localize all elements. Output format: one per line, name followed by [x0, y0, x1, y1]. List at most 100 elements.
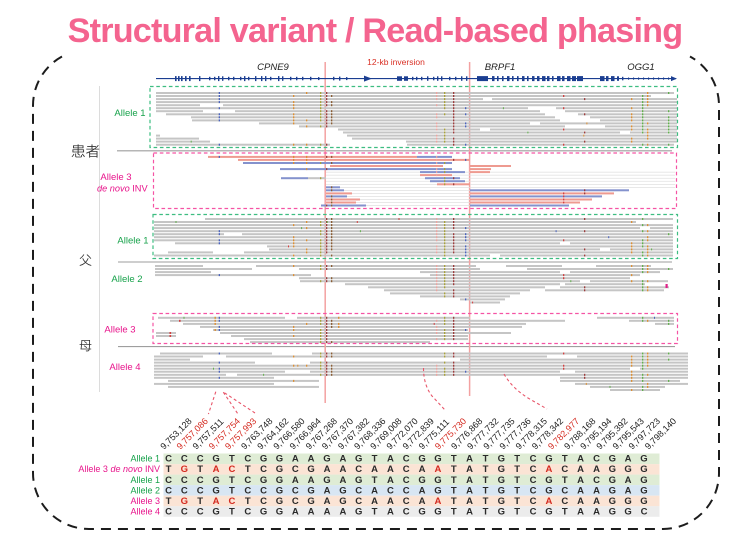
- svg-text:C: C: [197, 485, 204, 496]
- svg-text:Allele 2: Allele 2: [111, 274, 142, 285]
- svg-text:CPNE9: CPNE9: [257, 62, 289, 73]
- svg-text:G: G: [624, 507, 631, 518]
- svg-text:T: T: [166, 464, 172, 475]
- svg-text:G: G: [276, 464, 283, 475]
- svg-text:A: A: [213, 496, 220, 507]
- svg-text:A: A: [577, 475, 584, 486]
- svg-text:C: C: [561, 496, 568, 507]
- svg-text:G: G: [307, 464, 314, 475]
- svg-text:Allele 3: Allele 3: [100, 172, 131, 183]
- svg-text:Allele 4: Allele 4: [130, 507, 160, 517]
- svg-text:A: A: [324, 507, 331, 518]
- svg-text:T: T: [229, 485, 235, 496]
- svg-text:A: A: [371, 496, 378, 507]
- svg-text:A: A: [625, 485, 632, 496]
- svg-text:A: A: [466, 475, 473, 486]
- svg-text:C: C: [530, 475, 537, 486]
- svg-text:T: T: [514, 464, 520, 475]
- svg-text:C: C: [197, 475, 204, 486]
- svg-text:G: G: [545, 485, 552, 496]
- svg-text:C: C: [403, 475, 410, 486]
- svg-text:A: A: [308, 475, 315, 486]
- svg-text:A: A: [387, 454, 394, 465]
- svg-text:A: A: [324, 496, 331, 507]
- svg-text:G: G: [339, 496, 346, 507]
- svg-text:G: G: [640, 454, 647, 465]
- svg-text:A: A: [419, 496, 426, 507]
- svg-text:Allele 1: Allele 1: [130, 475, 160, 485]
- svg-text:Allele 2: Allele 2: [130, 485, 160, 495]
- svg-text:A: A: [371, 464, 378, 475]
- svg-text:G: G: [181, 464, 188, 475]
- svg-text:T: T: [514, 507, 520, 518]
- svg-text:T: T: [372, 475, 378, 486]
- svg-text:C: C: [181, 475, 188, 486]
- svg-text:T: T: [451, 464, 457, 475]
- svg-text:C: C: [292, 485, 299, 496]
- svg-text:C: C: [387, 485, 394, 496]
- svg-text:G: G: [307, 496, 314, 507]
- svg-text:A: A: [466, 507, 473, 518]
- svg-text:T: T: [229, 475, 235, 486]
- svg-text:A: A: [593, 496, 600, 507]
- svg-text:A: A: [625, 475, 632, 486]
- svg-text:A: A: [292, 475, 299, 486]
- svg-text:C: C: [244, 485, 251, 496]
- svg-text:A: A: [339, 464, 346, 475]
- svg-text:A: A: [577, 454, 584, 465]
- svg-text:A: A: [466, 485, 473, 496]
- svg-text:T: T: [229, 507, 235, 518]
- svg-text:G: G: [609, 507, 616, 518]
- svg-text:A: A: [419, 464, 426, 475]
- svg-text:C: C: [403, 507, 410, 518]
- svg-text:C: C: [165, 475, 172, 486]
- svg-text:G: G: [260, 454, 267, 465]
- svg-text:G: G: [640, 496, 647, 507]
- svg-text:T: T: [197, 464, 203, 475]
- svg-text:C: C: [197, 507, 204, 518]
- svg-text:G: G: [212, 475, 219, 486]
- svg-text:G: G: [355, 475, 362, 486]
- svg-text:A: A: [387, 496, 394, 507]
- svg-text:A: A: [339, 454, 346, 465]
- svg-text:G: G: [609, 485, 616, 496]
- svg-text:T: T: [562, 454, 568, 465]
- svg-text:C: C: [641, 507, 648, 518]
- svg-text:A: A: [545, 464, 552, 475]
- svg-text:T: T: [451, 507, 457, 518]
- svg-text:G: G: [260, 475, 267, 486]
- svg-text:Allele 3: Allele 3: [104, 325, 135, 336]
- svg-text:T: T: [166, 496, 172, 507]
- svg-text:T: T: [372, 454, 378, 465]
- svg-text:A: A: [339, 475, 346, 486]
- svg-text:A: A: [324, 485, 331, 496]
- svg-text:Allele 1: Allele 1: [117, 236, 148, 247]
- svg-text:T: T: [451, 454, 457, 465]
- svg-text:T: T: [483, 464, 489, 475]
- svg-text:A: A: [434, 464, 441, 475]
- svg-text:T: T: [229, 454, 235, 465]
- svg-text:C: C: [403, 496, 410, 507]
- svg-text:G: G: [498, 475, 505, 486]
- svg-text:A: A: [387, 464, 394, 475]
- svg-text:A: A: [213, 464, 220, 475]
- svg-text:T: T: [483, 496, 489, 507]
- svg-text:T: T: [562, 507, 568, 518]
- svg-text:T: T: [372, 507, 378, 518]
- svg-text:C: C: [355, 496, 362, 507]
- svg-text:T: T: [483, 485, 489, 496]
- svg-text:G: G: [434, 454, 441, 465]
- svg-text:A: A: [387, 507, 394, 518]
- svg-text:A: A: [466, 454, 473, 465]
- svg-text:C: C: [181, 507, 188, 518]
- svg-text:G: G: [609, 496, 616, 507]
- svg-text:12-kb inversion: 12-kb inversion: [367, 57, 425, 67]
- svg-text:G: G: [640, 464, 647, 475]
- svg-text:G: G: [307, 485, 314, 496]
- svg-text:G: G: [212, 485, 219, 496]
- svg-text:G: G: [498, 496, 505, 507]
- svg-text:C: C: [181, 454, 188, 465]
- svg-text:C: C: [561, 485, 568, 496]
- svg-text:G: G: [355, 454, 362, 465]
- svg-text:T: T: [514, 485, 520, 496]
